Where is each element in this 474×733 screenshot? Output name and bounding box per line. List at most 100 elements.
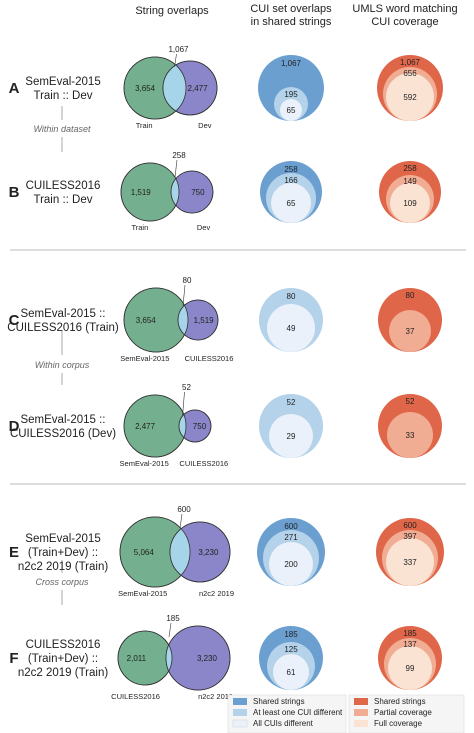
umls-partial-value: 397 xyxy=(403,532,417,541)
cui-different-value: 166 xyxy=(284,176,298,185)
umls-partial-value: 656 xyxy=(403,69,417,78)
venn-right-value: 2,477 xyxy=(188,84,209,93)
venn-right-name: Dev xyxy=(198,121,212,130)
row-label: n2c2 2019 (Train) xyxy=(18,561,109,573)
umls-shared-value: 1,067 xyxy=(400,58,421,67)
venn-left-outline xyxy=(120,162,180,222)
umls-partial-value: 137 xyxy=(403,640,417,649)
umls-full-value: 109 xyxy=(403,199,417,208)
row-label: CUILESS2016 (Dev) xyxy=(10,428,116,440)
header-string-overlaps: String overlaps xyxy=(135,5,209,17)
row-label: n2c2 2019 (Train) xyxy=(18,667,109,679)
header-umls-line2: CUI coverage xyxy=(371,16,438,28)
venn-left-value: 2,477 xyxy=(135,422,156,431)
venn-left-outline xyxy=(117,630,173,686)
row-label: SemEval-2015 xyxy=(25,533,100,545)
row-label: CUILESS2016 (Train) xyxy=(7,322,119,334)
legend-label: Full coverage xyxy=(374,719,423,728)
legend-label: Shared strings xyxy=(253,697,305,706)
row-label: CUILESS2016 xyxy=(26,639,101,651)
venn-left-name: CUILESS2016 xyxy=(111,692,160,701)
venn-shared-value: 600 xyxy=(177,505,191,514)
legend-swatch xyxy=(354,720,368,727)
cui-different-value: 271 xyxy=(284,533,298,542)
venn-right-outline xyxy=(169,521,231,583)
cui-all-different-circle xyxy=(280,99,302,121)
connector-within-corpus: Within corpus xyxy=(35,330,90,385)
venn-shared-value: 258 xyxy=(172,151,186,160)
venn-left-value: 3,654 xyxy=(136,316,157,325)
umls-full-circle xyxy=(388,646,432,690)
venn-left-name: SemEval-2015 xyxy=(118,589,167,598)
venn-right-name: CUILESS2016 xyxy=(185,354,234,363)
umls-full-value: 99 xyxy=(406,664,415,673)
venn-right-outline xyxy=(165,625,231,691)
row-label: Train :: Dev xyxy=(33,194,92,206)
venn-right-outline xyxy=(178,409,212,443)
venn-left-name: SemEval-2015 xyxy=(120,459,169,468)
venn-shared-pointer xyxy=(174,159,178,178)
venn-right-value: 750 xyxy=(191,188,205,197)
venn-left-outline xyxy=(123,56,187,120)
connector-within-dataset: Within dataset xyxy=(34,106,91,152)
umls-partial-value: 149 xyxy=(403,177,417,186)
venn-shared-value: 185 xyxy=(166,614,180,623)
venn-right-outline xyxy=(170,170,214,214)
row-label: (Train+Dev) :: xyxy=(28,653,98,665)
venn-overlap xyxy=(170,522,190,582)
legend-cui: Shared strings At least one CUI differen… xyxy=(227,694,347,733)
connector-label: Cross corpus xyxy=(35,577,89,587)
umls-full-value: 33 xyxy=(406,431,415,440)
legend-umls: Shared strings Partial coverage Full cov… xyxy=(348,694,465,733)
umls-full-value: 592 xyxy=(403,93,417,102)
cui-all-different-circle xyxy=(271,183,311,223)
legend-swatch xyxy=(233,698,247,705)
legend-swatch xyxy=(354,698,368,705)
cui-shared-value: 80 xyxy=(287,292,296,301)
row-letter: B xyxy=(9,184,20,201)
cui-all-different-circle xyxy=(267,304,315,352)
row-letter: A xyxy=(9,80,20,97)
venn-overlap xyxy=(163,61,186,115)
legend-label: All CUIs different xyxy=(253,719,314,728)
legend-label: Partial coverage xyxy=(374,708,432,717)
connector-label: Within corpus xyxy=(35,360,90,370)
venn-left-name: SemEval-2015 xyxy=(120,354,169,363)
umls-full-circle xyxy=(390,183,430,223)
header-umls-line1: UMLS word matching xyxy=(352,3,457,15)
umls-shared-value: 52 xyxy=(406,397,415,406)
header-cui-overlaps-line1: CUI set overlaps xyxy=(250,3,332,15)
venn-left-value: 5,064 xyxy=(134,548,155,557)
legend-swatch xyxy=(232,719,248,728)
row-label: Train :: Dev xyxy=(33,90,92,102)
row-label: SemEval-2015 :: xyxy=(20,414,105,426)
venn-shared-value: 52 xyxy=(182,383,191,392)
legend-swatch xyxy=(354,709,368,716)
cui-all-different-value: 29 xyxy=(287,432,296,441)
venn-right-outline xyxy=(162,60,218,116)
cui-all-different-value: 65 xyxy=(287,106,296,115)
umls-full-circle xyxy=(389,310,431,352)
row-letter: D xyxy=(9,418,20,435)
umls-full-value: 337 xyxy=(403,558,417,567)
venn-left-value: 2,011 xyxy=(127,654,147,663)
venn-shared-pointer xyxy=(174,53,177,68)
cui-all-different-value: 65 xyxy=(287,199,296,208)
cui-all-different-value: 200 xyxy=(284,560,298,569)
header-cui-overlaps-line2: in shared strings xyxy=(251,16,332,28)
venn-shared-pointer xyxy=(182,391,185,417)
venn-left-outline xyxy=(119,516,191,588)
venn-shared-pointer xyxy=(182,284,186,307)
legend-swatch xyxy=(233,709,247,716)
venn-shared-value: 1,067 xyxy=(168,45,189,54)
venn-shared-value: 80 xyxy=(183,276,192,285)
venn-left-value: 3,654 xyxy=(135,84,156,93)
venn-shared-pointer xyxy=(168,622,172,638)
venn-shared-pointer xyxy=(179,513,183,529)
cui-shared-value: 600 xyxy=(284,522,298,531)
venn-left-outline xyxy=(123,394,187,458)
umls-shared-value: 258 xyxy=(403,164,417,173)
cui-different-value: 195 xyxy=(284,90,298,99)
legend-label: Shared strings xyxy=(374,697,426,706)
